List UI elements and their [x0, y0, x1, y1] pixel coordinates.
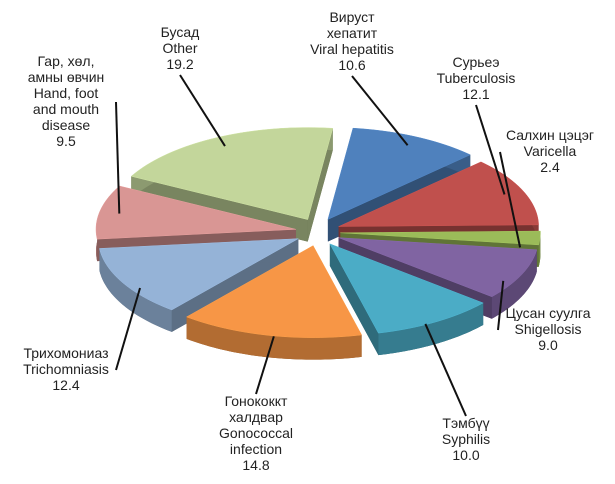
value-label: 2.4 — [540, 159, 560, 175]
value-label: 9.0 — [538, 337, 558, 353]
leader-line — [115, 101, 121, 214]
category-label: Other — [162, 40, 197, 56]
value-label: 9.5 — [56, 133, 76, 149]
slice-top — [95, 185, 297, 240]
value-label: 10.0 — [452, 447, 479, 463]
category-label: Тэмбүү — [442, 415, 489, 431]
leader-line — [351, 75, 409, 146]
category-label: Gonococcal — [219, 425, 293, 441]
slice-wall — [491, 249, 537, 319]
category-label: халдвар — [229, 409, 283, 425]
slice-top — [130, 127, 334, 220]
slice-top — [99, 238, 299, 311]
data-label: Сурьеэ Tuberculosis 12.1 — [437, 54, 516, 102]
slice — [329, 243, 484, 356]
category-label: Viral hepatitis — [310, 41, 394, 57]
leader-line — [424, 323, 467, 417]
category-label: Гар, хөл, — [38, 53, 95, 69]
category-label: Вируст — [329, 9, 375, 25]
data-label: Трихомониаз Trichomniasis 12.4 — [23, 345, 109, 393]
category-label: Syphilis — [442, 431, 490, 447]
leader-line — [475, 104, 506, 195]
leader-line — [499, 151, 522, 248]
category-label: Trichomniasis — [23, 361, 109, 377]
value-label: 12.1 — [462, 86, 489, 102]
slice-top — [329, 243, 484, 334]
leader-line — [497, 280, 505, 331]
leader-line — [179, 74, 226, 147]
data-label: Гонококкт халдвар Gonococcal infection 14.8 — [219, 393, 293, 473]
category-label: Трихомониаз — [23, 345, 108, 361]
slice-top — [327, 127, 471, 220]
slice-top — [186, 245, 363, 338]
data-label: Цусан суулга Shigellosis 9.0 — [505, 305, 590, 353]
category-label: Салхин цэцэг — [506, 127, 594, 143]
leader-line — [115, 287, 141, 371]
category-label: хепатит — [327, 25, 378, 41]
slice-side — [329, 243, 379, 356]
leader-line — [255, 336, 275, 395]
category-label: Shigellosis — [515, 321, 582, 337]
category-label: infection — [230, 441, 282, 457]
data-label: Бусад Other 19.2 — [161, 24, 200, 72]
category-label: Цусан суулга — [505, 305, 590, 321]
category-label: амны өвчин — [28, 69, 105, 85]
data-label: Тэмбүү Syphilis 10.0 — [442, 415, 490, 463]
value-label: 14.8 — [242, 457, 269, 473]
data-label: Салхин цэцэг Varicella 2.4 — [506, 127, 594, 175]
category-label: Tuberculosis — [437, 70, 516, 86]
value-label: 19.2 — [166, 56, 193, 72]
category-label: Бусад — [161, 24, 200, 40]
slice-wall — [378, 302, 484, 356]
slice-side — [307, 128, 333, 242]
category-label: Гонококкт — [225, 393, 288, 409]
slice-top — [340, 230, 541, 246]
value-label: 10.6 — [338, 57, 365, 73]
value-label: 12.4 — [52, 377, 79, 393]
data-label: Вируст хепатит Viral hepatitis 10.6 — [310, 9, 394, 73]
slice-wall — [99, 248, 172, 332]
category-label: Varicella — [524, 143, 577, 159]
slice — [186, 245, 363, 360]
category-label: and mouth — [33, 101, 99, 117]
category-label: Hand, foot — [34, 85, 99, 101]
category-label: disease — [42, 117, 90, 133]
category-label: Сурьеэ — [453, 54, 500, 70]
data-label: Гар, хөл, амны өвчин Hand, foot and mouth di… — [28, 53, 105, 149]
